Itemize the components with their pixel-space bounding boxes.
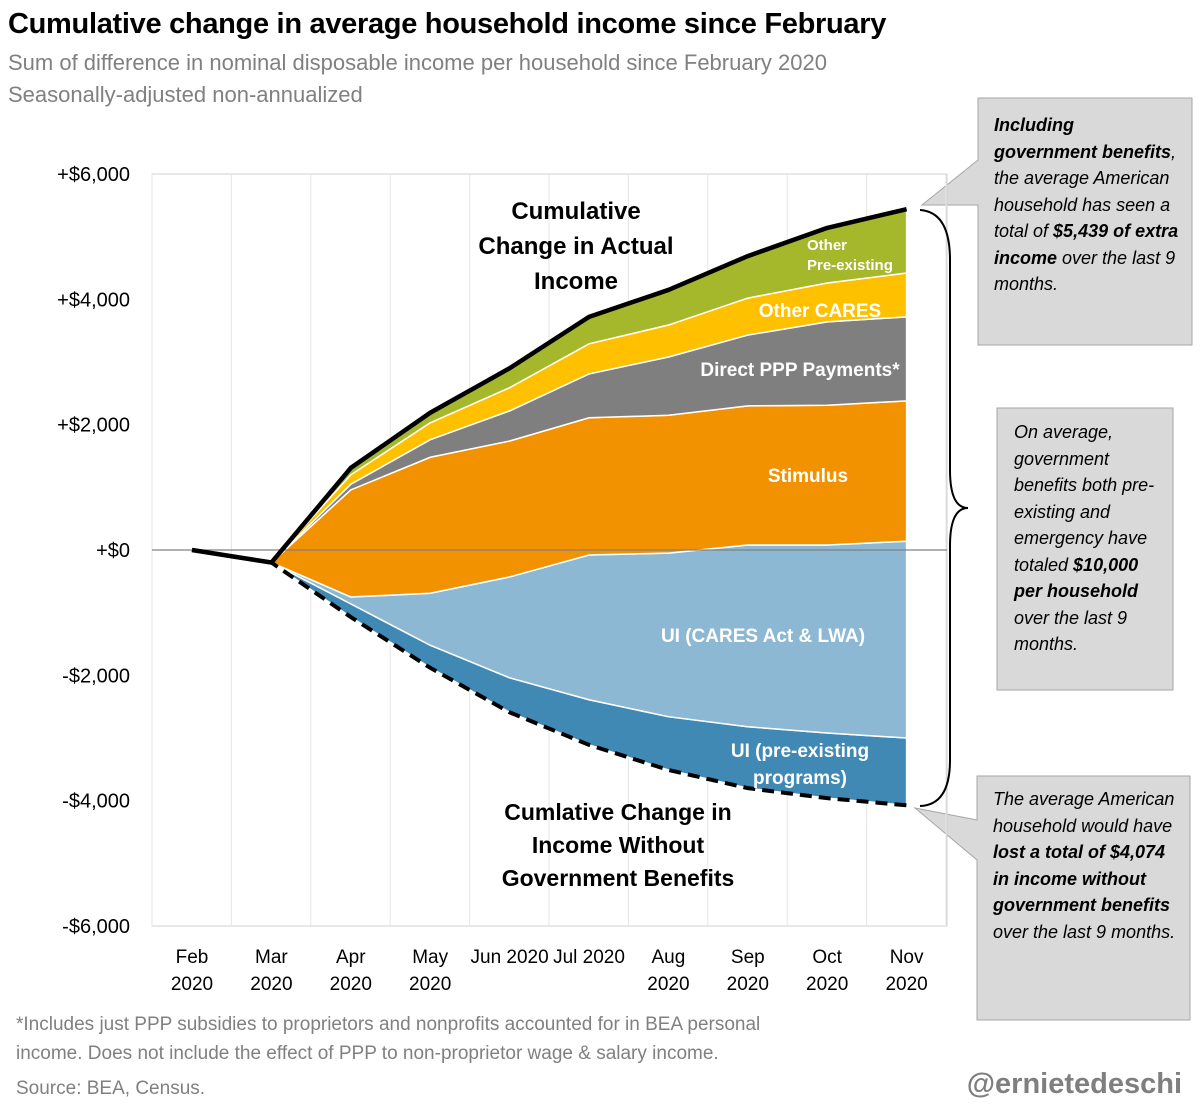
baseline-line-label: Income Without bbox=[532, 832, 705, 858]
y-tick-label: +$0 bbox=[96, 540, 130, 562]
callout-text: $5,439 of extra income bbox=[994, 221, 1179, 268]
x-tick-label: Aug bbox=[651, 947, 685, 968]
x-tick-label: 2020 bbox=[409, 974, 451, 995]
x-tick-label: 2020 bbox=[806, 974, 848, 995]
callout-text: On average, government benefits both pre… bbox=[1014, 422, 1155, 575]
callout-box-2 bbox=[996, 407, 1174, 691]
series-label: UI (pre-existing bbox=[731, 741, 869, 762]
total-line-label: Change in Actual bbox=[478, 233, 673, 260]
series-label: Pre-existing bbox=[807, 257, 893, 274]
x-tick-label: 2020 bbox=[885, 974, 927, 995]
author-handle: @ernietedeschi bbox=[966, 1068, 1182, 1100]
x-tick-label: Mar bbox=[255, 947, 288, 968]
x-tick-label: 2020 bbox=[171, 974, 213, 995]
callout-text: over the last 9 months. bbox=[994, 247, 1176, 295]
series-label: Stimulus bbox=[768, 466, 848, 487]
x-tick-label: Oct bbox=[812, 947, 842, 968]
callout-text: , the average American household has see… bbox=[994, 141, 1177, 242]
x-tick-label: May bbox=[412, 947, 448, 968]
callout-with-benefits: Including government benefits, the avera… bbox=[994, 112, 1179, 298]
footnote-line-1: *Includes just PPP subsidies to propriet… bbox=[16, 1014, 761, 1035]
x-tick-label: Jun 2020 bbox=[471, 947, 549, 968]
series-label: Direct PPP Payments* bbox=[700, 360, 900, 381]
actual-income-line bbox=[191, 206, 908, 565]
y-tick-label: +$6,000 bbox=[57, 164, 130, 186]
y-tick-label: -$2,000 bbox=[62, 665, 130, 687]
x-tick-label: 2020 bbox=[647, 974, 689, 995]
series-label: UI (CARES Act & LWA) bbox=[661, 626, 865, 647]
y-tick-label: +$4,000 bbox=[57, 289, 130, 311]
total-line-label: Income bbox=[534, 268, 618, 295]
series-label: Other CARES bbox=[759, 301, 881, 322]
callout-text: over the last 9 months. bbox=[1014, 607, 1128, 655]
callout-text: lost a total of $4,074 in income without… bbox=[993, 842, 1171, 915]
callout-total-benefits: On average, government benefits both pre… bbox=[1014, 419, 1164, 658]
callout-box-3 bbox=[913, 775, 1191, 1021]
callout-without-benefits: The average American household would hav… bbox=[993, 786, 1183, 945]
footnote-line-2: income. Does not include the effect of P… bbox=[16, 1043, 719, 1064]
series-label: programs) bbox=[753, 768, 847, 789]
baseline-line-label: Government Benefits bbox=[502, 865, 735, 891]
chart-subtitle-2: Seasonally-adjusted non-annualized bbox=[8, 82, 363, 107]
callout-box-1 bbox=[920, 97, 1193, 346]
x-tick-label: Feb bbox=[176, 947, 209, 968]
series-label: Other bbox=[807, 237, 847, 254]
without-benefits-line bbox=[191, 548, 907, 808]
callout-text: $10,000 per household bbox=[1014, 554, 1139, 602]
source-note: Source: BEA, Census. bbox=[16, 1078, 206, 1099]
callout-text: The average American household would hav… bbox=[993, 789, 1175, 836]
y-tick-label: -$4,000 bbox=[62, 791, 130, 813]
callout-text: Including government benefits bbox=[994, 115, 1172, 162]
x-tick-label: 2020 bbox=[330, 974, 372, 995]
x-tick-label: Jul 2020 bbox=[553, 947, 625, 968]
x-tick-label: 2020 bbox=[250, 974, 292, 995]
x-tick-label: Nov bbox=[890, 947, 924, 968]
callout-text: over the last 9 months. bbox=[993, 921, 1176, 942]
chart-title: Cumulative change in average household i… bbox=[8, 8, 887, 40]
chart-subtitle: Sum of difference in nominal disposable … bbox=[8, 50, 827, 75]
total-line-label: Cumulative bbox=[511, 198, 640, 225]
y-tick-label: +$2,000 bbox=[57, 415, 130, 437]
baseline-line-label: Cumlative Change in bbox=[504, 799, 731, 825]
x-tick-label: 2020 bbox=[727, 974, 769, 995]
x-tick-label: Sep bbox=[731, 947, 765, 968]
x-tick-label: Apr bbox=[336, 947, 366, 968]
y-tick-label: -$6,000 bbox=[62, 916, 130, 938]
brace bbox=[919, 209, 969, 807]
